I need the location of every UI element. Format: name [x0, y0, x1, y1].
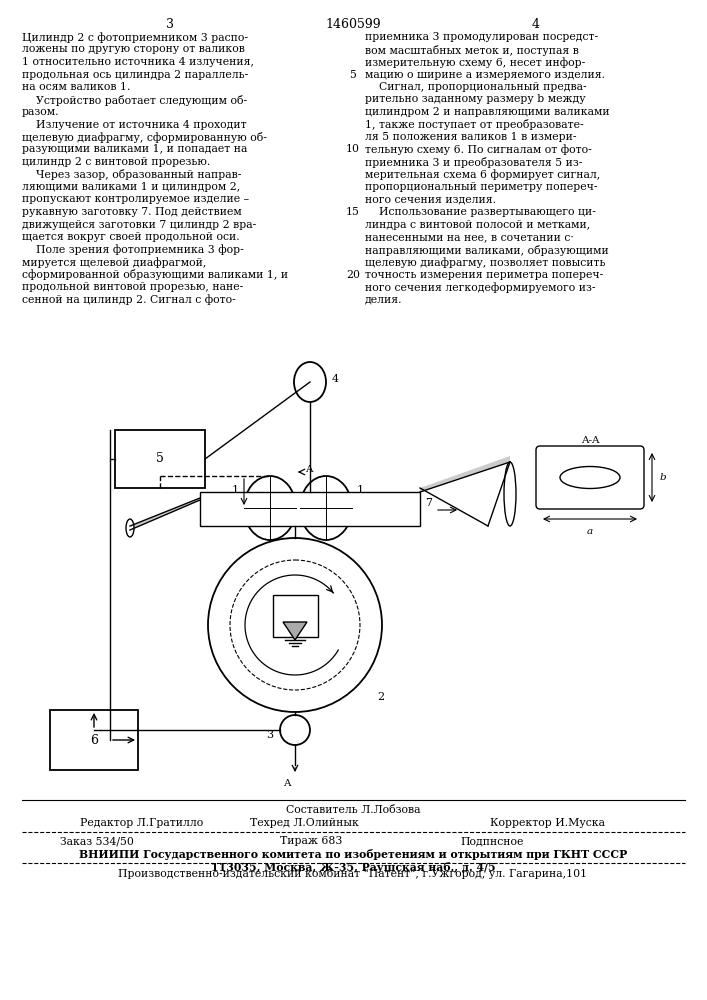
Text: A: A [284, 779, 291, 788]
Text: измерительную схему 6, несет инфор-: измерительную схему 6, несет инфор- [365, 57, 585, 68]
Text: Излучение от источника 4 проходит: Излучение от источника 4 проходит [22, 119, 247, 129]
Text: 3: 3 [266, 730, 273, 740]
Text: приемника 3 и преобразователя 5 из-: приемника 3 и преобразователя 5 из- [365, 157, 583, 168]
Text: пропорциональный периметру попереч-: пропорциональный периметру попереч- [365, 182, 597, 192]
Text: 1 относительно источника 4 излучения,: 1 относительно источника 4 излучения, [22, 57, 254, 67]
Text: 3: 3 [166, 18, 174, 31]
Text: 1: 1 [357, 485, 364, 495]
Text: 7: 7 [425, 498, 432, 508]
Ellipse shape [504, 462, 516, 526]
Text: цилиндр 2 с винтовой прорезью.: цилиндр 2 с винтовой прорезью. [22, 157, 210, 167]
Text: линдра с винтовой полосой и метками,: линдра с винтовой полосой и метками, [365, 220, 590, 230]
Text: 15: 15 [346, 207, 360, 217]
Text: b: b [660, 473, 667, 482]
Text: Использование развертывающего ци-: Использование развертывающего ци- [365, 207, 596, 217]
Text: мерительная схема 6 формирует сигнал,: мерительная схема 6 формирует сигнал, [365, 169, 600, 180]
Text: Корректор И.Муска: Корректор И.Муска [490, 818, 605, 828]
Ellipse shape [294, 362, 326, 402]
Bar [50, 710, 138, 770]
Text: 5: 5 [156, 452, 164, 466]
Text: точность измерения периметра попереч-: точность измерения периметра попереч- [365, 269, 603, 279]
Text: a: a [587, 527, 593, 536]
Text: сенной на цилиндр 2. Сигнал с фото-: сенной на цилиндр 2. Сигнал с фото- [22, 294, 235, 305]
Text: ного сечения изделия.: ного сечения изделия. [365, 194, 496, 205]
Text: на осям валиков 1.: на осям валиков 1. [22, 82, 130, 92]
Text: ля 5 положения валиков 1 в измери-: ля 5 положения валиков 1 в измери- [365, 132, 576, 142]
Text: 4: 4 [532, 18, 540, 31]
Text: Производственно-издательский комбинат "Патент", г.Ужгород, ул. Гагарина,101: Производственно-издательский комбинат "П… [119, 868, 588, 879]
Text: сформированной образующими валиками 1, и: сформированной образующими валиками 1, и [22, 269, 288, 280]
Text: вом масштабных меток и, поступая в: вом масштабных меток и, поступая в [365, 44, 579, 55]
Text: делия.: делия. [365, 294, 402, 304]
Text: разующими валиками 1, и попадает на: разующими валиками 1, и попадает на [22, 144, 247, 154]
Text: продольная ось цилиндра 2 параллель-: продольная ось цилиндра 2 параллель- [22, 70, 248, 80]
FancyBboxPatch shape [536, 446, 644, 509]
Circle shape [208, 538, 382, 712]
Text: Тираж 683: Тираж 683 [280, 836, 342, 846]
Text: нанесенными на нее, в сочетании с·: нанесенными на нее, в сочетании с· [365, 232, 574, 242]
Text: щелевую диафрагму, позволяет повысить: щелевую диафрагму, позволяет повысить [365, 257, 605, 268]
Text: Техред Л.Олийнык: Техред Л.Олийнык [250, 818, 359, 828]
Text: 10: 10 [346, 144, 360, 154]
Text: 6: 6 [90, 734, 98, 746]
Text: Редактор Л.Гратилло: Редактор Л.Гратилло [80, 818, 203, 828]
Text: разом.: разом. [22, 107, 59, 117]
Text: рительно заданному размеру b между: рительно заданному размеру b между [365, 95, 585, 104]
Text: ного сечения легкодеформируемого из-: ного сечения легкодеформируемого из- [365, 282, 595, 293]
Ellipse shape [300, 476, 352, 540]
Text: 1460599: 1460599 [325, 18, 381, 31]
Text: тельную схему 6. По сигналам от фото-: тельную схему 6. По сигналам от фото- [365, 144, 592, 155]
Text: A: A [305, 466, 312, 475]
Text: 20: 20 [346, 269, 360, 279]
Text: приемника 3 промодулирован посредст-: приемника 3 промодулирован посредст- [365, 32, 598, 42]
Ellipse shape [126, 519, 134, 537]
Text: Подпнсное: Подпнсное [460, 836, 523, 846]
Polygon shape [283, 622, 307, 640]
Text: продольной винтовой прорезью, нане-: продольной винтовой прорезью, нане- [22, 282, 243, 292]
Text: щелевую диафрагму, сформированную об-: щелевую диафрагму, сформированную об- [22, 132, 267, 143]
Text: Сигнал, пропорциональный предва-: Сигнал, пропорциональный предва- [365, 82, 587, 92]
Text: 113035, Москва, Ж-35, Раушская наб., д. 4/5: 113035, Москва, Ж-35, Раушская наб., д. … [211, 862, 496, 873]
Text: мацию о ширине а измеряемого изделия.: мацию о ширине а измеряемого изделия. [365, 70, 605, 80]
Circle shape [280, 715, 310, 745]
Text: Устройство работает следующим об-: Устройство работает следующим об- [22, 95, 247, 105]
Text: ложены по другую сторону от валиков: ложены по другую сторону от валиков [22, 44, 245, 54]
Text: Поле зрения фотоприемника 3 фор-: Поле зрения фотоприемника 3 фор- [22, 244, 244, 255]
Bar [115, 430, 205, 488]
Text: Составитель Л.Лобзова: Составитель Л.Лобзова [286, 805, 420, 815]
Text: движущейся заготовки 7 цилиндр 2 вра-: движущейся заготовки 7 цилиндр 2 вра- [22, 220, 256, 230]
Ellipse shape [244, 476, 296, 540]
Text: рукавную заготовку 7. Под действием: рукавную заготовку 7. Под действием [22, 207, 242, 217]
Text: A-A: A-A [580, 436, 600, 445]
Text: 5: 5 [349, 70, 356, 80]
Bar [272, 595, 317, 637]
Text: 2: 2 [377, 692, 384, 702]
Text: Через зазор, образованный направ-: Через зазор, образованный направ- [22, 169, 241, 180]
Bar [200, 492, 420, 526]
Text: Цилиндр 2 с фотоприемником 3 распо-: Цилиндр 2 с фотоприемником 3 распо- [22, 32, 248, 43]
Text: щается вокруг своей продольной оси.: щается вокруг своей продольной оси. [22, 232, 240, 242]
Text: пропускают контролируемое изделие –: пропускают контролируемое изделие – [22, 194, 249, 205]
Text: цилиндром 2 и направляющими валиками: цилиндром 2 и направляющими валиками [365, 107, 609, 117]
Text: ВНИИПИ Государственного комитета по изобретениям и открытиям при ГКНТ СССР: ВНИИПИ Государственного комитета по изоб… [79, 849, 627, 860]
Text: мируется щелевой диафрагмой,: мируется щелевой диафрагмой, [22, 257, 206, 268]
Text: 1: 1 [232, 485, 239, 495]
Polygon shape [130, 498, 200, 530]
Polygon shape [420, 456, 510, 492]
Text: Заказ 534/50: Заказ 534/50 [60, 836, 134, 846]
Text: 1, также поступает от преобразовате-: 1, также поступает от преобразовате- [365, 119, 583, 130]
Ellipse shape [560, 466, 620, 488]
Text: ляющими валиками 1 и цилиндром 2,: ляющими валиками 1 и цилиндром 2, [22, 182, 240, 192]
Text: направляющими валиками, образующими: направляющими валиками, образующими [365, 244, 609, 255]
Text: 4: 4 [332, 374, 339, 384]
